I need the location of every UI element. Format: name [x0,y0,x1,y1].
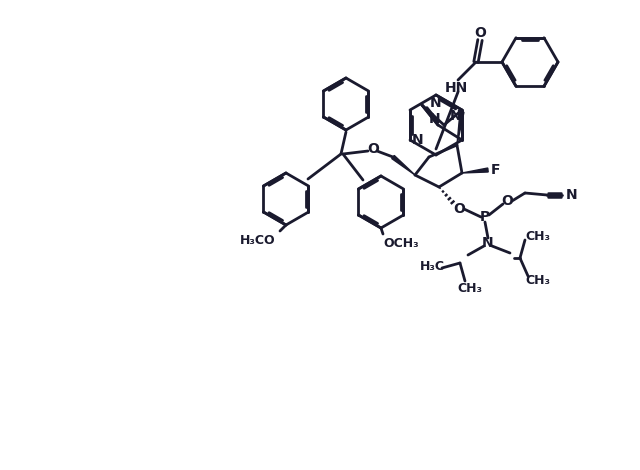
Polygon shape [457,112,464,145]
Text: N: N [429,112,441,126]
Text: N: N [430,96,442,110]
Text: HN: HN [444,81,468,95]
Text: P: P [480,210,490,224]
Text: N: N [412,133,424,147]
Text: CH₃: CH₃ [458,282,483,296]
Text: H₃CO: H₃CO [240,234,276,246]
Text: O: O [453,202,465,216]
Polygon shape [392,156,415,175]
Text: N: N [482,236,494,250]
Text: H₃C: H₃C [419,259,445,273]
Text: O: O [367,142,379,156]
Text: F: F [492,163,500,177]
Text: N: N [450,109,462,123]
Polygon shape [462,168,488,173]
Text: CH₃: CH₃ [525,274,550,287]
Text: O: O [501,194,513,208]
Text: N: N [566,188,578,202]
Text: CH₃: CH₃ [525,229,550,243]
Text: OCH₃: OCH₃ [383,236,419,250]
Text: O: O [474,26,486,40]
